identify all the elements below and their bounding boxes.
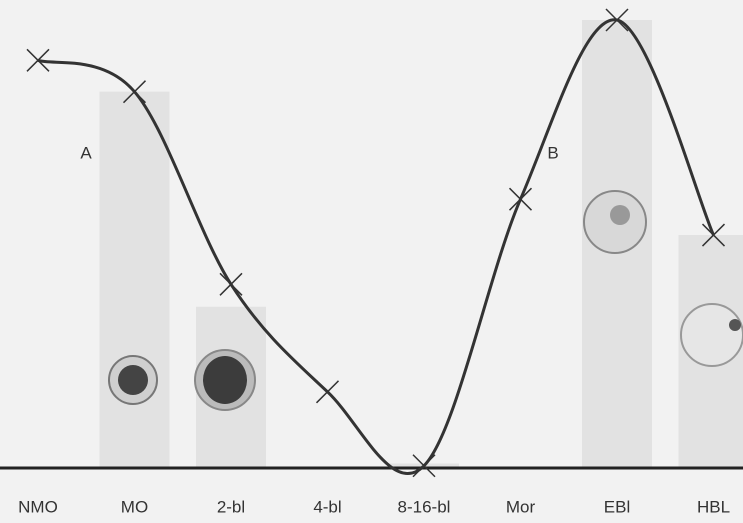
marker [701,223,726,247]
x-tick-label: Mor [506,497,536,516]
x-tick-label: NMO [18,497,58,516]
line [37,18,715,475]
x-tick-label: MO [121,497,148,516]
x-tick-label: EBl [604,497,630,516]
x-tick-label: 8-16-bl [398,497,451,516]
x-tick-label: 4-bl [313,497,341,516]
annotation: B [547,143,558,162]
bar [99,91,170,469]
marker [412,454,436,478]
annotation: A [80,143,92,162]
marker [26,48,50,72]
marker [219,272,243,296]
marker [508,187,533,211]
x-tick-label: HBL [697,497,730,516]
marker [315,380,340,404]
x-tick-label: 2-bl [217,497,245,516]
marker [605,8,629,32]
cell-images [108,190,743,411]
marker [122,80,147,104]
